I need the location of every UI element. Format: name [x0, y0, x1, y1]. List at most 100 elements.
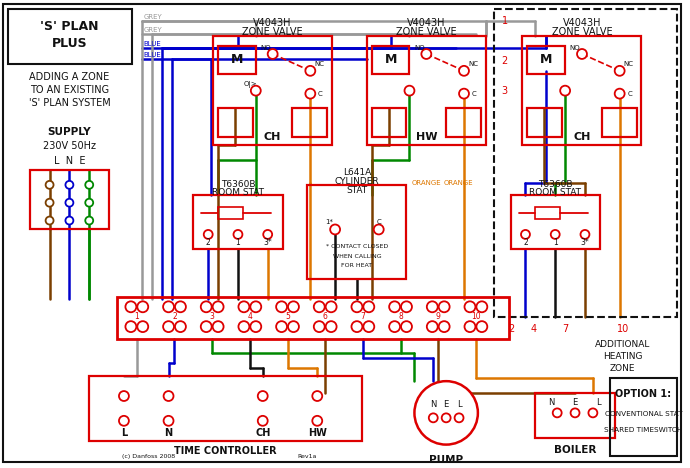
Text: 230V 50Hz: 230V 50Hz	[43, 141, 96, 151]
Circle shape	[439, 321, 450, 332]
Circle shape	[577, 49, 587, 59]
Text: WHEN CALLING: WHEN CALLING	[333, 254, 382, 259]
Circle shape	[119, 391, 129, 401]
Text: N: N	[548, 398, 555, 408]
Bar	[522, 36, 642, 145]
Circle shape	[389, 321, 400, 332]
Circle shape	[422, 49, 431, 59]
Text: NC: NC	[314, 61, 324, 67]
Text: GREY: GREY	[144, 15, 163, 20]
Bar	[89, 376, 362, 441]
Circle shape	[201, 301, 212, 312]
Bar	[193, 195, 283, 249]
Text: M: M	[540, 53, 553, 66]
Circle shape	[46, 199, 54, 207]
Text: FOR HEAT: FOR HEAT	[342, 263, 373, 268]
Bar	[218, 108, 253, 137]
Circle shape	[364, 301, 374, 312]
Circle shape	[46, 217, 54, 225]
Circle shape	[401, 301, 412, 312]
Circle shape	[175, 321, 186, 332]
Text: 7: 7	[562, 323, 569, 334]
Text: 2: 2	[206, 238, 210, 247]
Circle shape	[137, 301, 148, 312]
Text: C: C	[471, 91, 476, 96]
Circle shape	[268, 49, 277, 59]
Text: HW: HW	[415, 132, 437, 142]
Circle shape	[464, 321, 475, 332]
Circle shape	[560, 86, 570, 95]
Circle shape	[213, 321, 224, 332]
Circle shape	[313, 416, 322, 426]
Circle shape	[389, 301, 400, 312]
Text: 10: 10	[471, 312, 481, 321]
Circle shape	[288, 321, 299, 332]
Circle shape	[201, 321, 212, 332]
Bar	[8, 9, 132, 64]
Text: STAT: STAT	[346, 186, 368, 195]
Text: V4043H: V4043H	[407, 18, 446, 28]
Text: 2: 2	[523, 238, 528, 247]
Circle shape	[288, 301, 299, 312]
Circle shape	[204, 230, 213, 239]
Circle shape	[46, 181, 54, 189]
Text: NO: NO	[414, 45, 425, 51]
Circle shape	[464, 301, 475, 312]
Bar	[218, 46, 256, 74]
Circle shape	[164, 416, 173, 426]
Circle shape	[250, 321, 262, 332]
Bar	[213, 36, 332, 145]
Text: N: N	[164, 428, 172, 438]
Circle shape	[415, 381, 478, 445]
Circle shape	[239, 301, 249, 312]
Text: L: L	[121, 428, 127, 438]
Circle shape	[276, 321, 287, 332]
Text: 6: 6	[323, 312, 328, 321]
Text: BLUE: BLUE	[144, 52, 161, 58]
Circle shape	[163, 321, 174, 332]
Circle shape	[119, 416, 129, 426]
Text: 2: 2	[172, 312, 177, 321]
Text: E: E	[444, 401, 448, 410]
Circle shape	[86, 181, 93, 189]
Bar	[511, 195, 600, 249]
Circle shape	[213, 301, 224, 312]
Text: M: M	[230, 53, 243, 66]
Text: ORANGE: ORANGE	[443, 180, 473, 186]
Text: CH: CH	[573, 132, 591, 142]
Circle shape	[126, 321, 137, 332]
Text: ADDITIONAL: ADDITIONAL	[595, 340, 650, 349]
Bar	[535, 207, 560, 219]
Text: ADDING A ZONE: ADDING A ZONE	[29, 72, 110, 82]
Text: SUPPLY: SUPPLY	[48, 127, 91, 137]
Text: 1: 1	[502, 16, 508, 26]
Text: 1: 1	[553, 238, 558, 247]
Text: 3*: 3*	[264, 238, 272, 247]
Circle shape	[589, 409, 598, 417]
Text: OPTION 1:: OPTION 1:	[615, 389, 671, 399]
Text: 5: 5	[285, 312, 290, 321]
Bar	[535, 393, 615, 438]
Text: Rev1a: Rev1a	[297, 454, 317, 459]
Circle shape	[439, 301, 450, 312]
Text: L  N  E: L N E	[54, 156, 85, 166]
Circle shape	[66, 181, 73, 189]
Text: NO: NO	[570, 45, 580, 51]
Text: SHARED TIMESWITCH: SHARED TIMESWITCH	[604, 427, 682, 433]
Bar	[527, 108, 562, 137]
Text: CONVENTIONAL STAT: CONVENTIONAL STAT	[604, 411, 682, 417]
Bar	[372, 46, 409, 74]
Text: NO: NO	[260, 45, 271, 51]
Circle shape	[476, 321, 487, 332]
Circle shape	[164, 391, 173, 401]
Bar	[293, 108, 327, 137]
Circle shape	[459, 66, 469, 76]
Bar	[30, 170, 109, 229]
Text: 1*: 1*	[325, 219, 333, 225]
Bar	[372, 108, 406, 137]
Bar	[527, 46, 565, 74]
Circle shape	[314, 301, 325, 312]
Circle shape	[263, 230, 272, 239]
Text: N: N	[430, 401, 437, 410]
Text: (c) Danfoss 2008: (c) Danfoss 2008	[122, 454, 175, 459]
